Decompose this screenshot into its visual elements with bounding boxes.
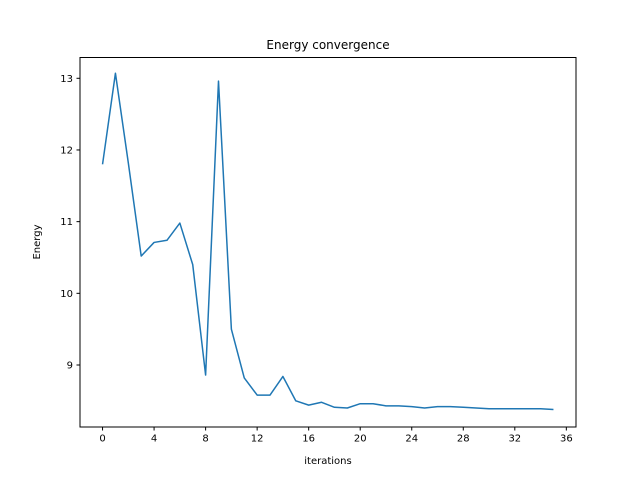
x-tick-label: 8 [202, 434, 208, 445]
x-tick-label: 24 [405, 434, 418, 445]
x-tick-label: 28 [457, 434, 470, 445]
x-tick-label: 32 [508, 434, 521, 445]
x-tick-label: 12 [251, 434, 264, 445]
y-tick-label: 13 [60, 74, 73, 85]
axis-ticks: 0 4 8 12 16 20 24 28 32 36 9 10 11 12 13 [60, 74, 572, 445]
y-tick-label: 12 [60, 145, 73, 156]
y-tick-label: 11 [60, 217, 73, 228]
plot-frame [79, 57, 577, 428]
x-tick-label: 20 [354, 434, 367, 445]
y-tick-label: 10 [60, 289, 73, 300]
chart-title: Energy convergence [266, 38, 389, 52]
x-tick-label: 0 [99, 434, 105, 445]
energy-line-series [101, 72, 554, 411]
x-axis-label: iterations [304, 456, 351, 467]
x-tick-label: 16 [302, 434, 315, 445]
y-tick-label: 9 [67, 360, 73, 371]
y-axis-label: Energy [32, 224, 43, 259]
x-tick-label: 36 [560, 434, 573, 445]
x-tick-label: 4 [151, 434, 157, 445]
